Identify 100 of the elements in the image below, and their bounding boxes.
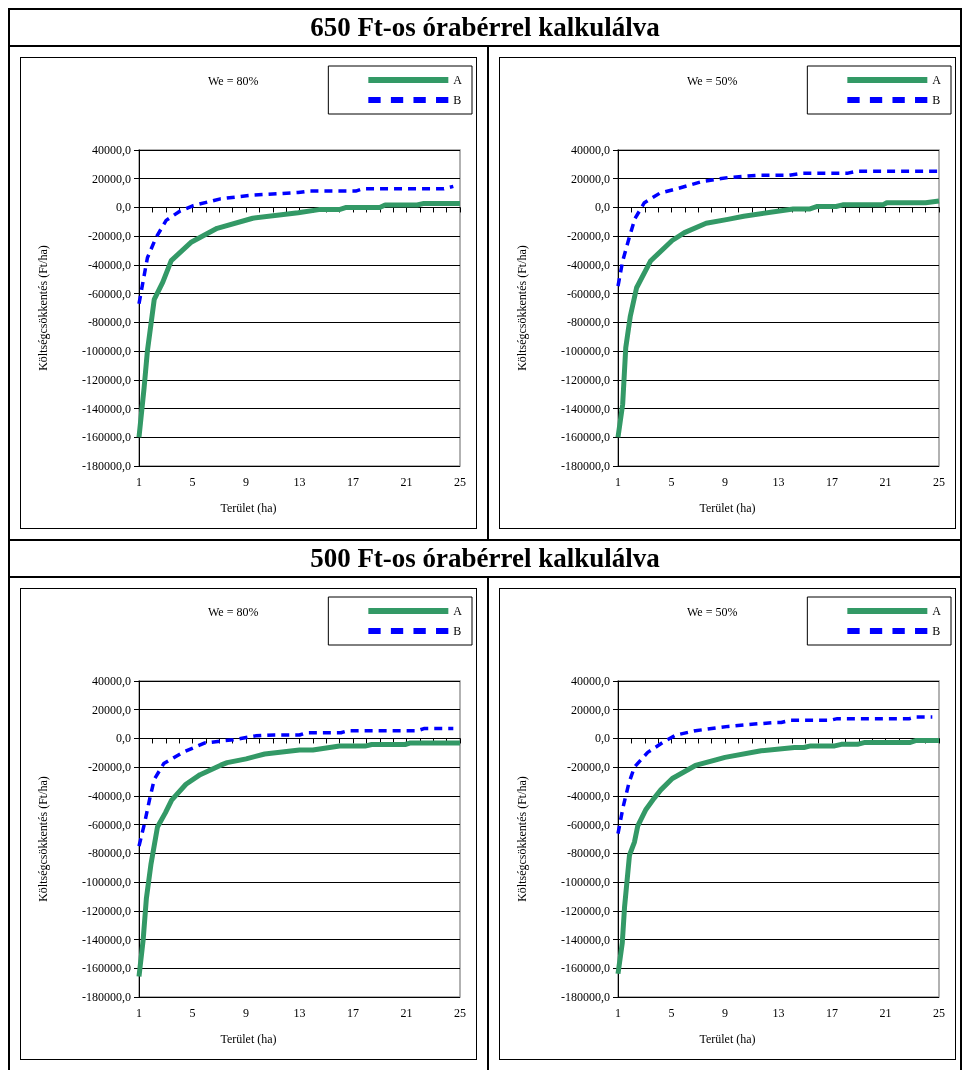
y-tick-label: -80000,0 [88,846,131,861]
y-tick-label: -60000,0 [88,817,131,832]
y-tick-label: -120000,0 [561,903,610,918]
line-series [137,184,456,306]
x-tick-label: 13 [772,1006,785,1020]
legend-label: B [932,624,941,638]
y-tick-label: -120000,0 [561,372,610,387]
y-tick-label: -40000,0 [567,788,610,803]
y-tick-label: 40000,0 [571,143,610,157]
y-tick-label: -140000,0 [561,932,610,947]
y-tick-label: -20000,0 [88,760,131,775]
y-tick-label: -20000,0 [567,760,610,775]
legend-label: A [932,73,942,87]
x-tick-label: 17 [347,475,359,489]
y-tick-label: -100000,0 [561,875,610,890]
y-axis-title: Költségcsökkentés (Ft/ha) [36,776,50,902]
x-tick-label: 25 [454,475,466,489]
chart-title: 500 Ft-os órabérrel kalkulálva [10,539,960,578]
y-axis-title: Költségcsökkentés (Ft/ha) [515,776,529,902]
legend-label: B [932,93,941,107]
y-tick-label: -60000,0 [567,286,610,301]
y-tick-label: -140000,0 [82,932,131,947]
x-tick-label: 9 [243,1006,249,1020]
y-tick-label: -80000,0 [88,315,131,330]
x-tick-label: 1 [615,475,621,489]
line-series [616,715,935,836]
line-series [137,726,456,848]
y-axis-title: Költségcsökkentés (Ft/ha) [515,245,529,371]
x-tick-label: 5 [189,1006,196,1020]
y-tick-label: -40000,0 [567,257,610,272]
x-axis-title: Terület (ha) [220,501,277,515]
chart-title: 650 Ft-os órabérrel kalkulálva [10,10,960,47]
x-tick-label: 9 [722,475,728,489]
x-tick-label: 17 [826,475,838,489]
y-tick-label: -20000,0 [88,229,131,244]
y-tick-label: -160000,0 [561,961,610,976]
x-tick-label: 25 [933,475,945,489]
x-tick-label: 1 [136,475,142,489]
legend-label: A [453,73,463,87]
y-tick-label: -180000,0 [82,459,131,473]
chart-subtitle: We = 80% [208,74,259,88]
x-tick-label: 5 [189,475,196,489]
y-tick-label: -120000,0 [82,903,131,918]
y-axis-title: Költségcsökkentés (Ft/ha) [36,245,50,371]
chart-subtitle: We = 50% [687,605,738,619]
legend-label: B [453,624,462,638]
x-axis-title: Terület (ha) [699,1032,756,1046]
y-tick-label: -80000,0 [567,315,610,330]
x-tick-label: 13 [293,1006,306,1020]
y-tick-label: -100000,0 [561,344,610,359]
x-tick-label: 25 [933,1006,945,1020]
legend-label: A [932,604,942,618]
x-tick-label: 21 [879,1006,892,1020]
x-tick-label: 17 [826,1006,838,1020]
y-tick-label: -140000,0 [82,401,131,416]
y-tick-label: 0,0 [116,731,131,746]
y-tick-label: 20000,0 [92,702,131,717]
y-tick-label: -80000,0 [567,846,610,861]
x-tick-label: 1 [136,1006,142,1020]
y-tick-label: 20000,0 [571,171,610,186]
y-tick-label: 40000,0 [92,674,131,688]
x-axis-title: Terület (ha) [220,1032,277,1046]
y-tick-label: -160000,0 [561,430,610,445]
y-tick-label: -20000,0 [567,229,610,244]
y-tick-label: 20000,0 [571,702,610,717]
y-tick-label: 0,0 [595,200,610,215]
x-tick-label: 1 [615,1006,621,1020]
legend-label: A [453,604,463,618]
x-tick-label: 13 [293,475,306,489]
x-axis-title: Terület (ha) [699,501,756,515]
y-tick-label: 40000,0 [92,143,131,157]
x-tick-label: 21 [879,475,892,489]
y-tick-label: -160000,0 [82,961,131,976]
y-tick-label: 0,0 [595,731,610,746]
y-tick-label: -180000,0 [561,990,610,1004]
x-tick-label: 9 [243,475,249,489]
y-tick-label: -120000,0 [82,372,131,387]
y-tick-label: 0,0 [116,200,131,215]
y-tick-label: -140000,0 [561,401,610,416]
y-tick-label: -180000,0 [82,990,131,1004]
y-tick-label: -100000,0 [82,344,131,359]
x-tick-label: 5 [668,475,675,489]
chart-subtitle: We = 80% [208,605,259,619]
x-tick-label: 25 [454,1006,466,1020]
y-tick-label: -100000,0 [82,875,131,890]
x-tick-label: 13 [772,475,785,489]
chart-subtitle: We = 50% [687,74,738,88]
y-tick-label: -40000,0 [88,788,131,803]
y-tick-label: -160000,0 [82,430,131,445]
legend-label: B [453,93,462,107]
y-tick-label: 40000,0 [571,674,610,688]
y-tick-label: -40000,0 [88,257,131,272]
x-tick-label: 17 [347,1006,359,1020]
x-tick-label: 9 [722,1006,728,1020]
y-tick-label: -180000,0 [561,459,610,473]
y-tick-label: -60000,0 [88,286,131,301]
x-tick-label: 21 [400,475,413,489]
x-tick-label: 21 [400,1006,413,1020]
y-tick-label: -60000,0 [567,817,610,832]
x-tick-label: 5 [668,1006,675,1020]
